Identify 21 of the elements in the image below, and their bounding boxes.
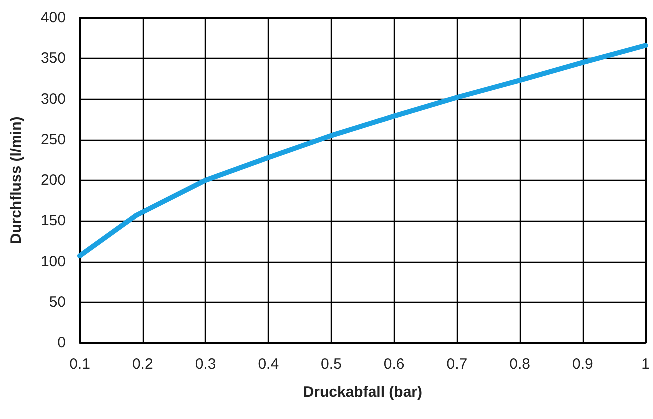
x-tick-label: 0.8 [510,356,531,373]
y-tick-label: 50 [49,294,66,311]
x-tick-label: 0.7 [446,356,468,373]
x-tick-label: 0.4 [258,356,280,373]
x-axis-title: Druckabfall (bar) [303,384,423,401]
x-tick-label: 0.2 [132,356,154,373]
y-tick-label: 300 [40,90,66,108]
x-tick-label: 0.6 [384,356,405,373]
x-tick-label: 0.5 [321,356,342,373]
y-tick-label: 400 [40,10,66,26]
x-tick-label: 0.1 [70,356,90,373]
y-tick-label: 350 [40,50,66,68]
x-tick-label: 1 [642,356,650,373]
y-tick-label: 250 [40,131,66,148]
y-axis-title: Durchfluss (l/min) [8,116,25,244]
y-tick-label: 200 [40,172,66,189]
x-tick-label: 0.9 [572,356,594,373]
y-tick-label: 0 [58,334,66,352]
y-tick-label: 100 [40,253,66,270]
x-tick-label: 0.3 [195,356,216,373]
y-tick-label: 150 [40,212,66,230]
